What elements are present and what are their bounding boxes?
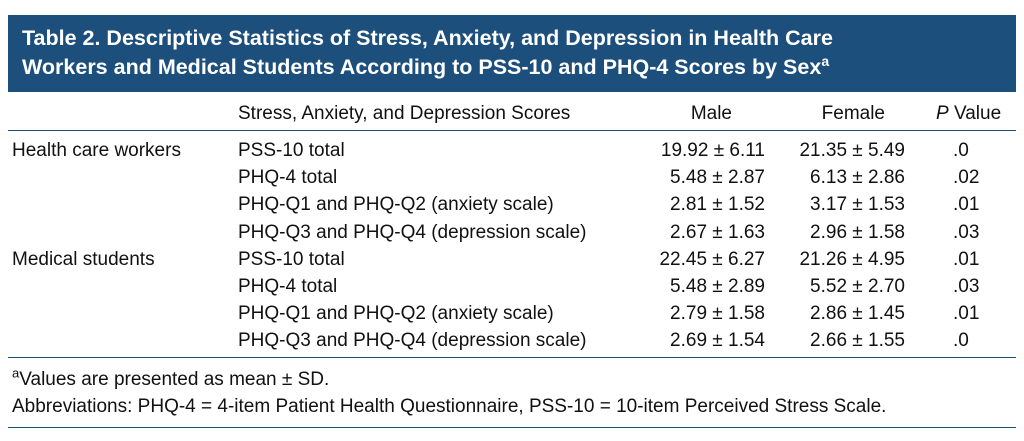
measure-cell: PHQ-Q1 and PHQ-Q2 (anxiety scale) bbox=[238, 303, 554, 325]
male-cell: 19.92 ± 6.11 bbox=[660, 140, 765, 161]
female-cell: 5.52 ± 2.70 bbox=[810, 276, 905, 297]
table-title: Table 2. Descriptive Statistics of Stres… bbox=[8, 15, 1016, 92]
p-value-cell: .03 bbox=[953, 276, 980, 297]
group-label: Medical students bbox=[12, 248, 155, 270]
male-cell: 2.69 ± 1.54 bbox=[670, 330, 765, 352]
header-female: Female bbox=[821, 103, 885, 124]
footnote-a: aValues are presented as mean ± SD. bbox=[12, 365, 330, 391]
measure-cell: PSS-10 total bbox=[238, 248, 345, 270]
title-superscript: a bbox=[821, 52, 830, 69]
p-value-cell: .01 bbox=[953, 248, 980, 270]
female-cell: 6.13 ± 2.86 bbox=[810, 167, 905, 189]
table-rule bbox=[8, 357, 1016, 358]
male-cell: 2.79 ± 1.58 bbox=[670, 303, 765, 325]
header-male: Male bbox=[690, 103, 732, 124]
male-cell: 22.45 ± 6.27 bbox=[659, 248, 765, 270]
header-measure: Stress, Anxiety, and Depression Scores bbox=[238, 103, 571, 124]
title-line: Table 2. Descriptive Statistics of Stres… bbox=[22, 26, 833, 50]
header-p-italic: P bbox=[936, 103, 949, 124]
measure-cell: PHQ-Q3 and PHQ-Q4 (depression scale) bbox=[238, 221, 587, 243]
footnote-text: Values are presented as mean ± SD. bbox=[19, 369, 330, 390]
measure-cell: PHQ-4 total bbox=[238, 276, 338, 297]
header-p-rest: Value bbox=[953, 103, 1002, 124]
group-label: Health care workers bbox=[12, 140, 181, 161]
title-line: Workers and Medical Students According t… bbox=[22, 53, 1016, 82]
female-cell: 21.26 ± 4.95 bbox=[799, 248, 905, 270]
female-cell: 2.66 ± 1.55 bbox=[810, 330, 905, 352]
male-cell: 5.48 ± 2.87 bbox=[670, 167, 765, 189]
measure-cell: PHQ-Q1 and PHQ-Q2 (anxiety scale) bbox=[238, 194, 554, 216]
footnote-mark: a bbox=[12, 365, 20, 381]
measure-cell: PSS-10 total bbox=[238, 140, 345, 161]
female-cell: 21.35 ± 5.49 bbox=[799, 140, 905, 161]
p-value-cell: .0 bbox=[953, 140, 969, 161]
p-value-cell: .0 bbox=[953, 330, 969, 352]
female-cell: 2.86 ± 1.45 bbox=[810, 303, 905, 325]
p-value-cell: .03 bbox=[953, 221, 980, 243]
female-cell: 3.17 ± 1.53 bbox=[810, 194, 905, 216]
p-value-cell: .02 bbox=[953, 167, 980, 189]
male-cell: 5.48 ± 2.89 bbox=[670, 276, 765, 297]
male-cell: 2.67 ± 1.63 bbox=[670, 221, 765, 243]
p-value-cell: .01 bbox=[953, 303, 980, 325]
header-rule bbox=[8, 130, 1016, 131]
female-cell: 2.96 ± 1.58 bbox=[810, 221, 905, 243]
header-p: P Value bbox=[936, 103, 1001, 125]
footnote-abbreviations: Abbreviations: PHQ-4 = 4-item Patient He… bbox=[12, 396, 887, 417]
measure-cell: PHQ-Q3 and PHQ-Q4 (depression scale) bbox=[238, 330, 587, 352]
p-value-cell: .01 bbox=[953, 194, 980, 216]
title-text: Workers and Medical Students According t… bbox=[22, 55, 822, 79]
male-cell: 2.81 ± 1.52 bbox=[670, 194, 765, 216]
measure-cell: PHQ-4 total bbox=[238, 167, 338, 189]
bottom-rule bbox=[8, 427, 1016, 428]
